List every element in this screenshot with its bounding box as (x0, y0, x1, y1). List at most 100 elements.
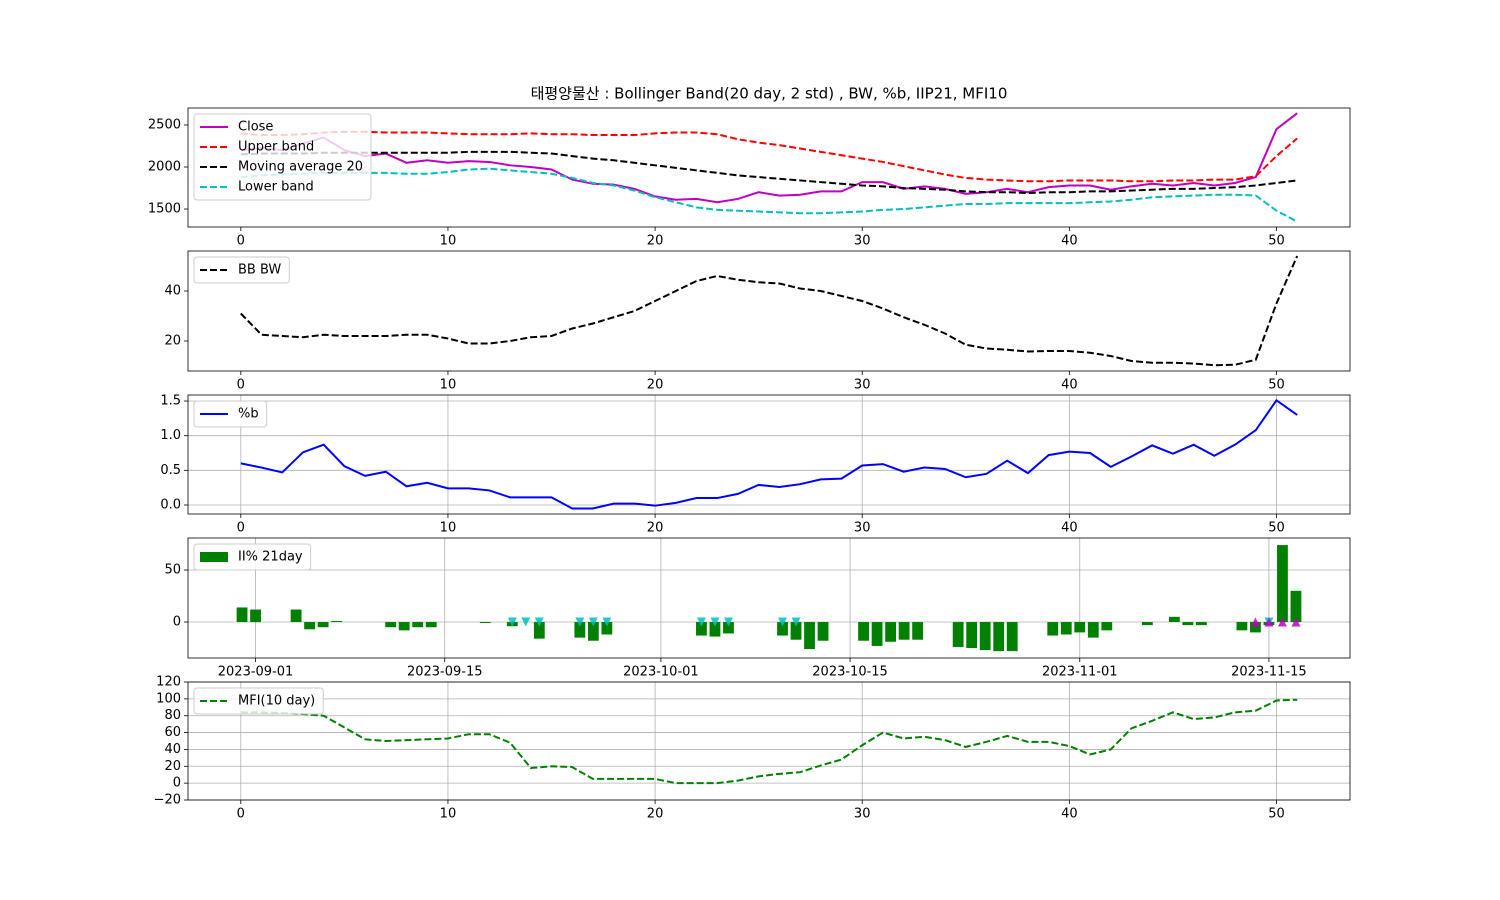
legend-label: MFI(10 day) (238, 694, 315, 709)
x-tick-label: 2023-10-15 (812, 665, 888, 680)
legend: BB BW (193, 256, 290, 284)
legend-box (193, 543, 312, 571)
bar (1290, 590, 1302, 623)
x-tick-label: 30 (854, 378, 871, 393)
line (240, 167, 1298, 223)
axes-frame (187, 394, 1351, 515)
legend-label: Upper band (238, 140, 314, 155)
bar (1074, 622, 1086, 633)
line (240, 698, 1298, 785)
x-tick-label: 50 (1268, 378, 1285, 393)
x-tick-label: 20 (647, 378, 664, 393)
line (240, 130, 1298, 183)
x-tick-label: 50 (1268, 521, 1285, 536)
bar (817, 622, 829, 641)
x-tick-label: 2023-11-15 (1231, 665, 1307, 680)
bar (966, 622, 978, 649)
bar (290, 609, 302, 623)
bar (1182, 622, 1194, 626)
y-tick-label: 20 (164, 759, 181, 774)
bar (385, 622, 397, 628)
signal-marker (534, 617, 544, 627)
y-tick-label: 100 (156, 691, 181, 706)
y-tick-label: 1500 (148, 202, 181, 217)
y-tick-label: 120 (156, 675, 181, 690)
bar (574, 622, 586, 638)
bar (587, 622, 599, 641)
x-tick-label: 40 (1061, 521, 1078, 536)
signal-marker (791, 617, 801, 627)
panel: 0 10 20 30 40 50 0.0 0.5 1.0 1.5 %b (160, 394, 1351, 536)
x-tick-label: 0 (237, 378, 245, 393)
x-tick-label: 2023-09-15 (407, 665, 483, 680)
bar (304, 622, 316, 630)
bar (317, 622, 329, 628)
y-tick-label: 0.0 (160, 497, 181, 512)
axes-frame (187, 537, 1351, 659)
y-tick-label: 2000 (148, 159, 181, 174)
bar (533, 622, 545, 639)
bar (236, 607, 248, 623)
y-tick-label: −20 (154, 793, 181, 808)
legend-label: BB BW (238, 263, 281, 278)
bar (1250, 622, 1261, 633)
bar (993, 622, 1005, 652)
x-tick-label: 50 (1268, 807, 1285, 822)
bar (979, 622, 991, 651)
x-tick-label: 30 (854, 234, 871, 249)
signal-marker (1291, 617, 1301, 627)
legend-box (193, 256, 290, 284)
legend-label: Close (238, 120, 273, 135)
x-tick-label: 0 (237, 807, 245, 822)
x-tick-label: 40 (1061, 234, 1078, 249)
x-tick-label: 20 (647, 521, 664, 536)
legend-label: II% 21day (238, 550, 303, 565)
line (240, 112, 1298, 204)
x-tick-label: 10 (440, 521, 457, 536)
legend: %b (193, 400, 268, 428)
legend-box (193, 687, 324, 715)
bar (1277, 545, 1288, 623)
bar (1060, 622, 1072, 635)
legend-label: Lower band (238, 180, 314, 195)
signal-marker (723, 617, 733, 627)
y-tick-label: 50 (164, 563, 181, 578)
bar (709, 622, 721, 637)
x-tick-label: 50 (1268, 234, 1285, 249)
y-tick-label: 0 (173, 615, 181, 630)
y-tick-label: 20 (164, 334, 181, 349)
bar (412, 622, 424, 628)
x-tick-label: 40 (1061, 378, 1078, 393)
legend-label: Moving average 20 (238, 160, 363, 175)
x-tick-label: 20 (647, 807, 664, 822)
x-tick-label: 10 (440, 234, 457, 249)
x-tick-label: 0 (237, 234, 245, 249)
signal-marker (778, 617, 788, 627)
panel: 태평양물산 : Bollinger Band(20 day, 2 std) , … (148, 85, 1351, 249)
line (240, 398, 1298, 510)
legend: II% 21day (193, 543, 312, 571)
bar (1195, 622, 1207, 626)
bar (1087, 622, 1099, 638)
line (240, 255, 1299, 367)
axes-frame (187, 107, 1351, 228)
bar (398, 622, 410, 631)
x-tick-label: 0 (237, 521, 245, 536)
signal-marker (710, 617, 720, 627)
y-tick-label: 2500 (148, 117, 181, 132)
legend-label: %b (238, 407, 259, 422)
x-tick-label: 2023-11-01 (1042, 665, 1118, 680)
signal-marker (521, 617, 531, 627)
bar (1047, 622, 1059, 636)
signal-marker (575, 617, 585, 627)
bar (696, 622, 707, 636)
bar (479, 622, 491, 624)
y-tick-label: 40 (164, 742, 181, 757)
x-tick-label: 10 (440, 378, 457, 393)
bar (777, 622, 788, 636)
panel: 0 10 20 30 40 50 20 40 BB BW (164, 250, 1351, 393)
x-tick-label: 20 (647, 234, 664, 249)
legend-box (193, 400, 268, 428)
